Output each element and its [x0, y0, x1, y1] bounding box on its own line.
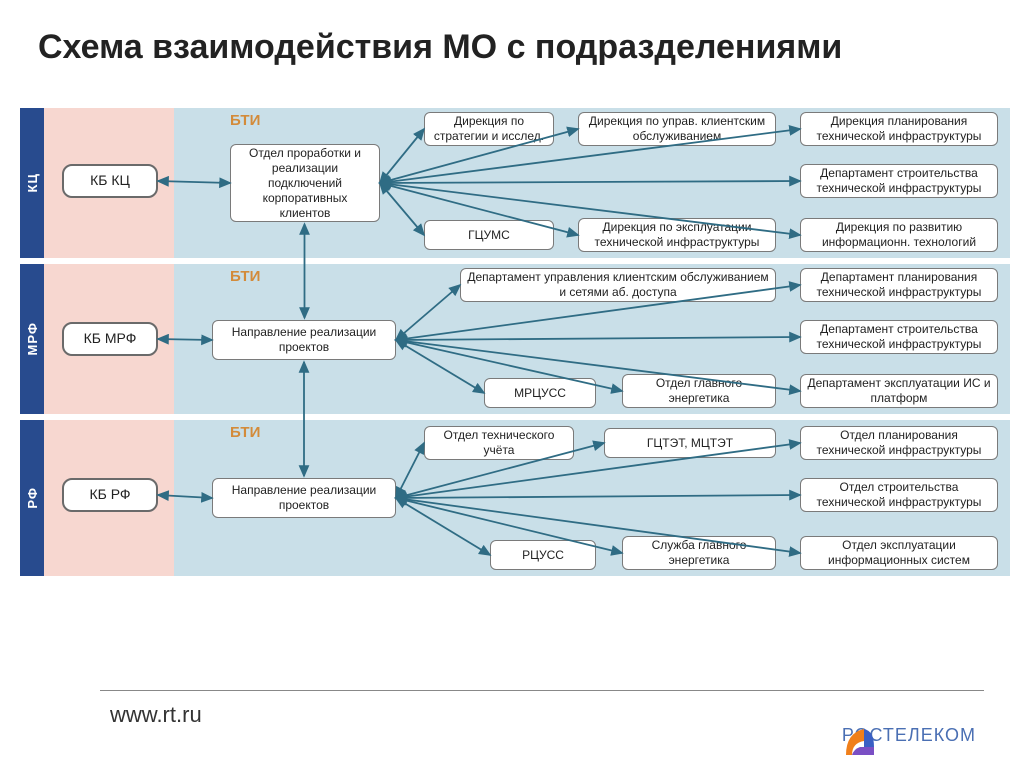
node-kb_rf: КБ РФ [62, 478, 158, 512]
node-mrf_b5: Департамент строительства технической ин… [800, 320, 998, 354]
node-mrf_b1: Департамент управления клиентским обслуж… [460, 268, 776, 302]
node-rf_b2: РЦУСС [490, 540, 596, 570]
node-mrf_b3: Отдел главного энергетика [622, 374, 776, 408]
row-label-mrf: МРФ [20, 264, 44, 414]
node-kc_b3: Дирекция по управ. клиентским обслуживан… [578, 112, 776, 146]
node-mrf_hub: Направление реализации проектов [212, 320, 396, 360]
node-kc_b1: Дирекция по стратегии и исслед. [424, 112, 554, 146]
brand-logo: РОСТЕЛЕКОМ [842, 725, 976, 746]
slide: Схема взаимодействия МО с подразделениям… [0, 0, 1024, 768]
node-kc_hub: Отдел проработки и реализации подключени… [230, 144, 380, 222]
node-kc_b4: Дирекция по эксплуатации технической инф… [578, 218, 776, 252]
node-rf_b3: ГЦТЭТ, МЦТЭТ [604, 428, 776, 458]
node-rf_hub: Направление реализации проектов [212, 478, 396, 518]
node-rf_b4: Служба главного энергетика [622, 536, 776, 570]
node-rf_b7: Отдел эксплуатации информационных систем [800, 536, 998, 570]
bti-label-mrf: БТИ [230, 268, 260, 285]
footer-divider [100, 690, 984, 691]
node-rf_b6: Отдел строительства технической инфрастр… [800, 478, 998, 512]
node-kc_b6: Департамент строительства технической ин… [800, 164, 998, 198]
node-mrf_b4: Департамент планирования технической инф… [800, 268, 998, 302]
row-label-kc: КЦ [20, 108, 44, 258]
node-kc_b7: Дирекция по развитию информационн. техно… [800, 218, 998, 252]
node-mrf_b6: Департамент эксплуатации ИС и платформ [800, 374, 998, 408]
node-kc_b5: Дирекция планирования технической инфрас… [800, 112, 998, 146]
bti-label-rf: БТИ [230, 424, 260, 441]
node-kb_kc: КБ КЦ [62, 164, 158, 198]
node-kb_mrf: КБ МРФ [62, 322, 158, 356]
brand-name: РОСТЕЛЕКОМ [842, 725, 976, 746]
node-rf_b1: Отдел технического учёта [424, 426, 574, 460]
node-rf_b5: Отдел планирования технической инфрастру… [800, 426, 998, 460]
node-mrf_b2: МРЦУСС [484, 378, 596, 408]
row-label-rf: РФ [20, 420, 44, 576]
diagram-canvas: КЦ БТИ МРФ БТИ РФ БТИ КБ КЦ КБ МРФ КБ РФ Отдел пр… [0, 0, 1024, 768]
node-kc_b2: ГЦУМС [424, 220, 554, 250]
bti-label-kc: БТИ [230, 112, 260, 129]
footer-url: www.rt.ru [110, 702, 202, 728]
